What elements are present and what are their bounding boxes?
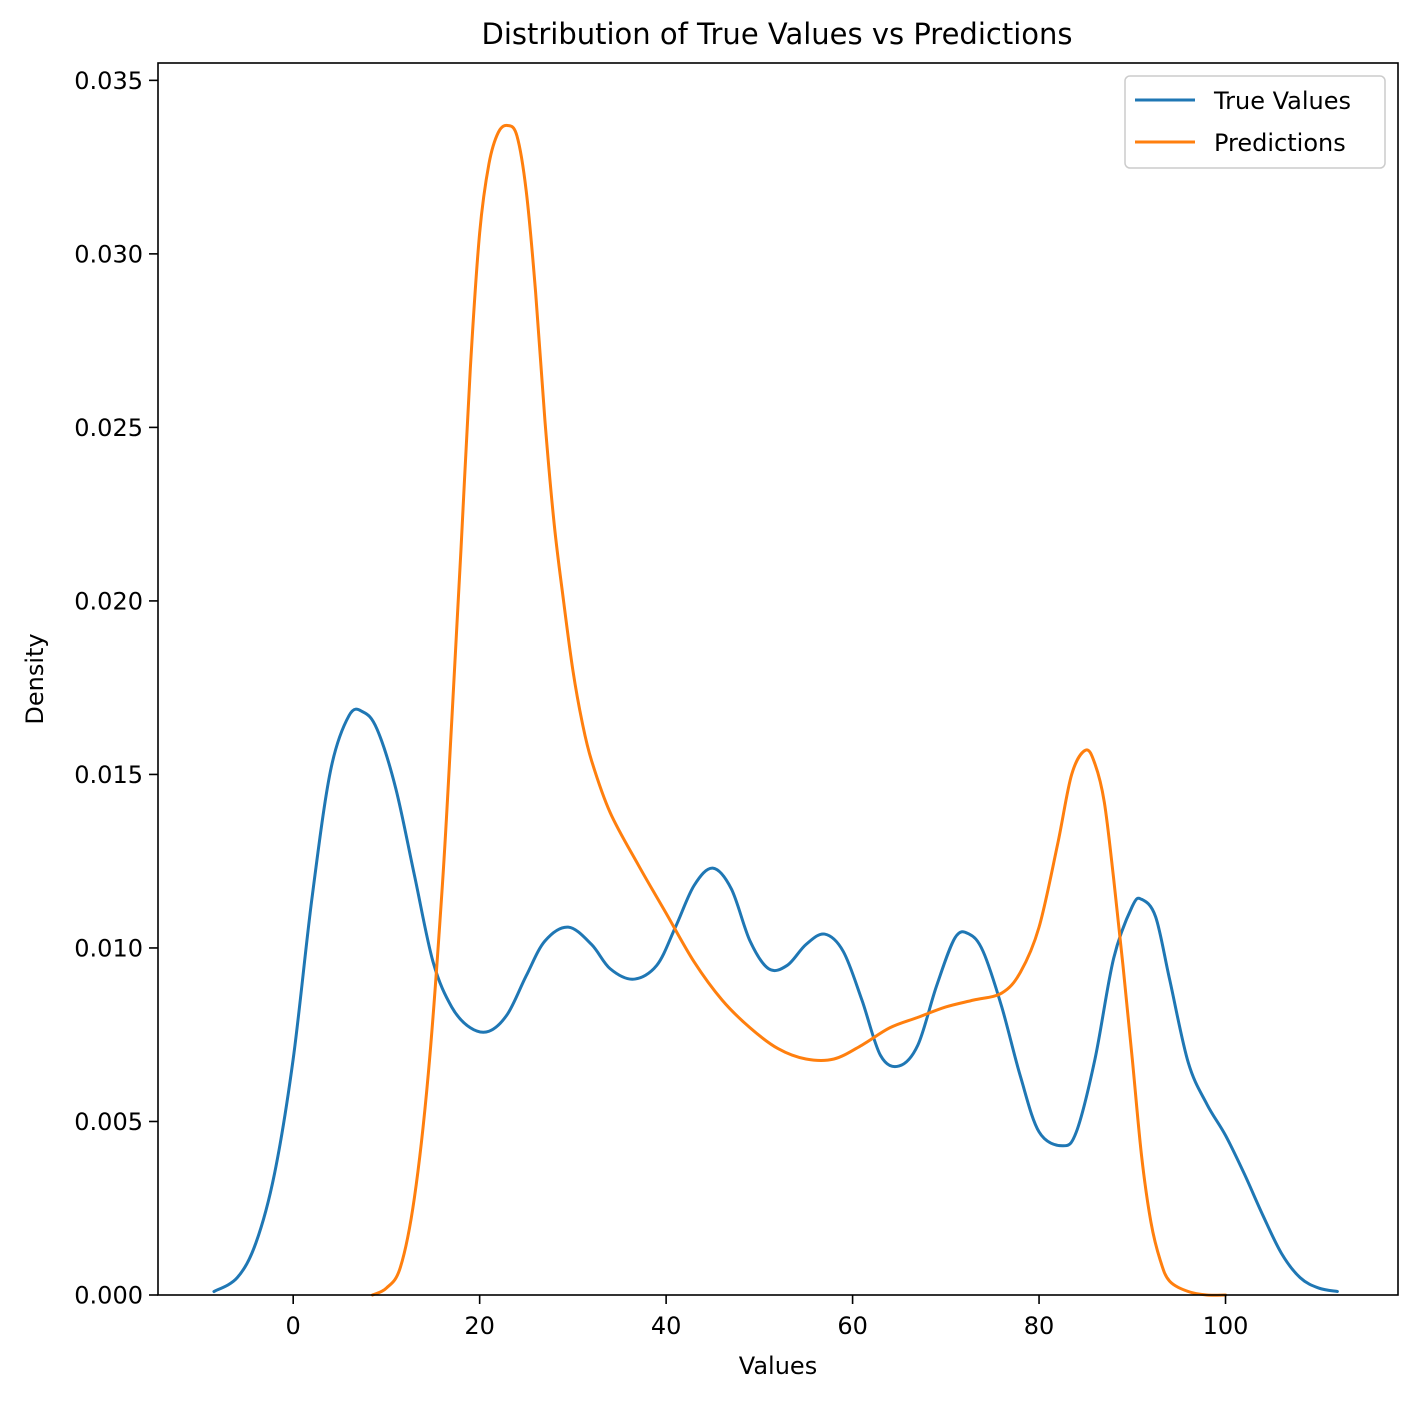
- y-tick-label: 0.000: [74, 1282, 143, 1310]
- y-tick-label: 0.010: [74, 934, 143, 962]
- x-tick-label: 60: [837, 1312, 868, 1340]
- legend-label-true-values: True Values: [1213, 87, 1351, 115]
- legend-label-predictions: Predictions: [1214, 129, 1346, 157]
- series-line-true-values: [212, 707, 1339, 1294]
- y-axis-ticks: 0.000 0.005 0.010 0.015 0.020 0.025 0.030 0.035: [74, 67, 158, 1310]
- axes-frame: [157, 62, 1399, 1296]
- legend: True Values Predictions: [1124, 75, 1386, 169]
- x-tick-label: 0: [286, 1312, 301, 1340]
- y-tick-label: 0.025: [74, 414, 143, 442]
- x-tick-label: 40: [651, 1312, 682, 1340]
- series-line-predictions: [370, 123, 1228, 1297]
- x-tick-label: 80: [1024, 1312, 1055, 1340]
- y-tick-label: 0.015: [74, 761, 143, 789]
- x-axis-ticks: 0 20 40 60 80 100: [286, 1295, 1249, 1340]
- y-axis-label: Density: [21, 633, 49, 724]
- chart-title: Distribution of True Values vs Predictio…: [481, 17, 1072, 51]
- x-tick-label: 20: [464, 1312, 495, 1340]
- y-tick-label: 0.030: [74, 240, 143, 268]
- x-axis-label: Values: [739, 1352, 817, 1380]
- y-tick-label: 0.020: [74, 587, 143, 615]
- y-tick-label: 0.035: [74, 67, 143, 95]
- plot-area: [212, 123, 1339, 1297]
- y-tick-label: 0.005: [74, 1108, 143, 1136]
- x-tick-label: 100: [1203, 1312, 1249, 1340]
